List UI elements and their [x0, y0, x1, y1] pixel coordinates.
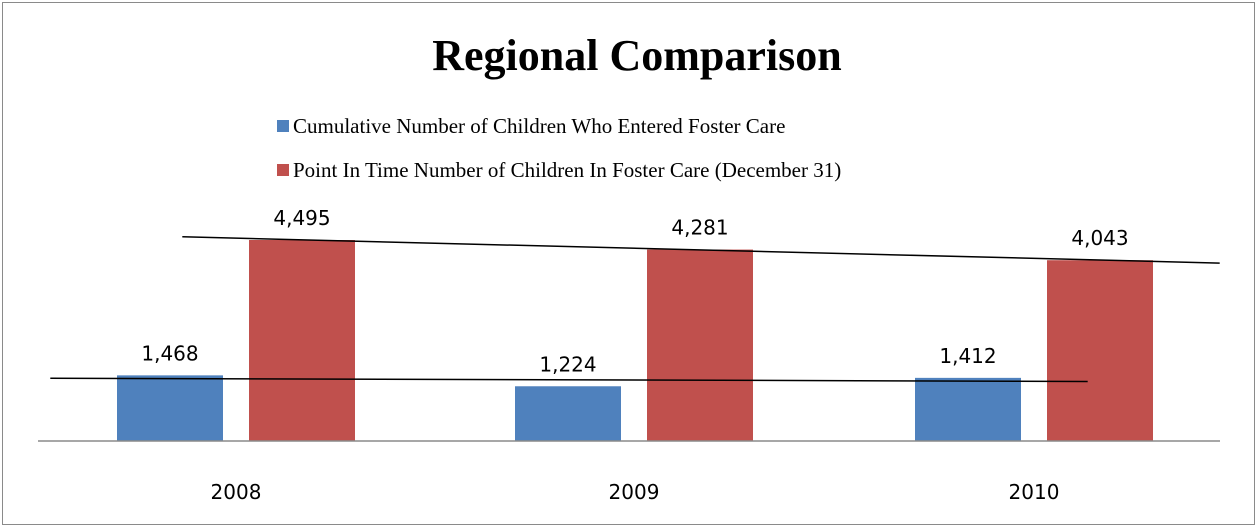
x-tick-label-2008: 2008	[211, 480, 262, 504]
bar-point-in-time-2008	[249, 240, 355, 441]
legend-label-cumulative: Cumulative Number of Children Who Entere…	[293, 114, 785, 138]
data-label-cumulative-2010: 1,412	[939, 344, 996, 368]
chart-title: Regional Comparison	[432, 31, 841, 80]
data-label-point-in-time-2008: 4,495	[273, 206, 330, 230]
legend: Cumulative Number of Children Who Entere…	[277, 114, 841, 182]
bar-cumulative-2010	[915, 377, 1021, 441]
bar-point-in-time-2010	[1047, 260, 1153, 441]
data-label-point-in-time-2010: 4,043	[1071, 226, 1128, 250]
bar-point-in-time-2009	[647, 249, 753, 441]
trendline-point-in-time	[182, 236, 1220, 264]
legend-swatch-point-in-time	[277, 164, 289, 176]
bar-cumulative-2008	[117, 375, 223, 441]
trendline-cumulative	[50, 377, 1088, 383]
x-tick-label-2009: 2009	[609, 480, 660, 504]
bar-cumulative-2009	[515, 386, 621, 441]
data-label-cumulative-2009: 1,224	[539, 352, 596, 376]
x-tick-label-2010: 2010	[1009, 480, 1060, 504]
data-label-cumulative-2008: 1,468	[141, 341, 198, 365]
legend-swatch-cumulative	[277, 120, 289, 132]
data-label-point-in-time-2009: 4,281	[671, 216, 728, 240]
legend-label-point-in-time: Point In Time Number of Children In Fost…	[293, 158, 841, 182]
plot-area: 1,468 1,224 1,412 4,495 4,281 4,043 2008 2009 20…	[50, 206, 1220, 504]
